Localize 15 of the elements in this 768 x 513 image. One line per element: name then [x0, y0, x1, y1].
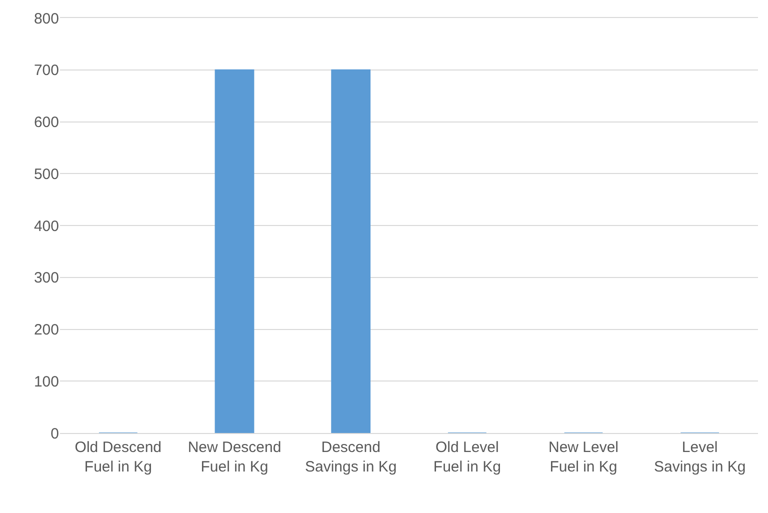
x-tick-label: Old Descend Fuel in Kg — [74, 439, 162, 476]
y-tick-label: 700 — [34, 62, 59, 80]
y-tick-label: 600 — [34, 114, 59, 131]
y-tick-label: 400 — [34, 218, 59, 235]
x-tick-label: Descend Savings in Kg — [304, 439, 397, 476]
y-tick-label: 800 — [34, 10, 59, 28]
y-tick-label: 0 — [50, 425, 59, 442]
x-tick-label: New Descend Fuel in Kg — [188, 439, 282, 476]
y-tick-label: 300 — [34, 270, 59, 287]
y-tick-label: 500 — [34, 166, 59, 183]
x-tick-label: New Level Fuel in Kg — [548, 439, 619, 476]
y-tick-label: 100 — [34, 373, 59, 390]
x-tick-label: Level Savings in Kg — [654, 439, 746, 476]
x-tick-label: Old Level Fuel in Kg — [433, 439, 501, 476]
y-tick-label: 200 — [34, 322, 59, 338]
